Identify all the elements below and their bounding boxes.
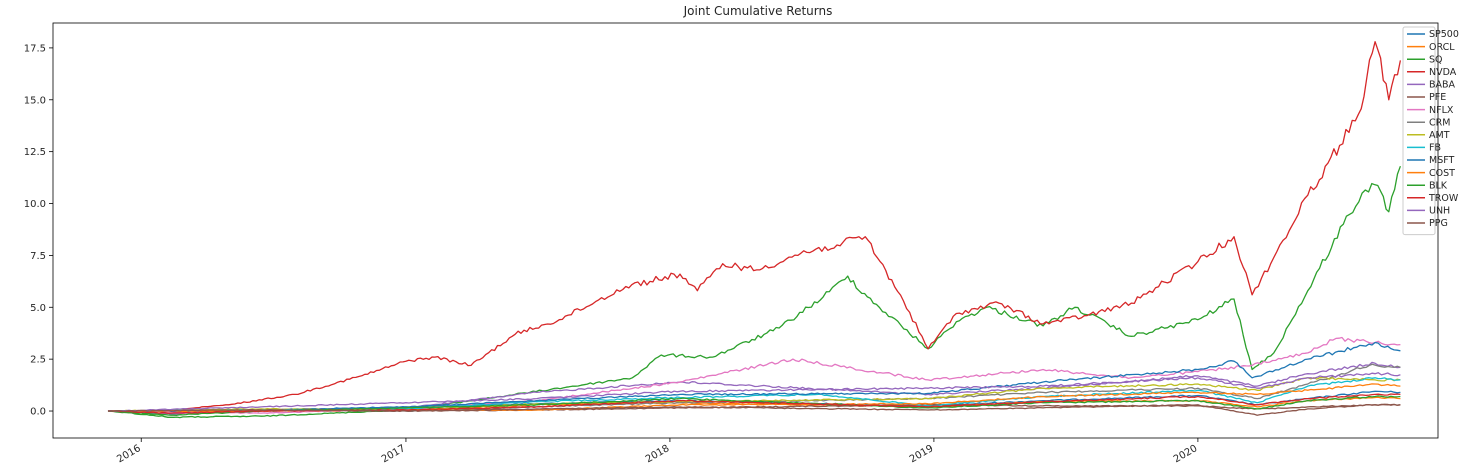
legend-label-sp500: SP500 (1429, 29, 1459, 40)
y-tick-label: 10.0 (24, 199, 46, 210)
legend-label-amt: AMT (1429, 130, 1450, 141)
y-tick-label: 15.0 (24, 95, 46, 106)
y-tick-label: 5.0 (30, 303, 46, 314)
series-line-blk (107, 395, 1401, 416)
y-axis: 0.0 2.5 5.0 7.5 10.0 12.5 15.0 17.5 (24, 43, 53, 418)
legend-label-baba: BABA (1429, 80, 1456, 91)
series-line-ppg (107, 403, 1401, 416)
legend-label-msft: MSFT (1429, 155, 1455, 166)
y-tick-label: 17.5 (24, 43, 46, 54)
legend-label-ppg: PPG (1429, 218, 1448, 229)
legend-label-orcl: ORCL (1429, 42, 1455, 53)
legend-label-nvda: NVDA (1429, 67, 1457, 78)
x-tick-label: 2016 (115, 443, 143, 464)
y-tick-label: 2.5 (30, 355, 46, 366)
legend-label-trow: TROW (1428, 193, 1459, 204)
chart-title: Joint Cumulative Returns (683, 4, 833, 18)
series-layer (107, 41, 1402, 419)
legend-label-fb: FB (1429, 143, 1441, 154)
legend-label-unh: UNH (1429, 206, 1450, 217)
x-tick-label: 2017 (380, 443, 408, 464)
legend-label-crm: CRM (1429, 117, 1450, 128)
legend-label-nflx: NFLX (1429, 105, 1454, 116)
series-line-nvda (107, 41, 1402, 413)
y-tick-label: 7.5 (30, 251, 46, 262)
legend-label-sq: SQ (1429, 54, 1443, 65)
plot-frame (52, 22, 1439, 439)
x-tick-label: 2019 (908, 443, 936, 464)
x-tick-label: 2018 (644, 443, 672, 464)
legend-label-pfe: PFE (1429, 92, 1446, 103)
y-tick-label: 12.5 (24, 147, 46, 158)
legend-label-cost: COST (1429, 168, 1455, 179)
y-tick-label: 0.0 (30, 407, 46, 418)
legend-box (1402, 26, 1436, 236)
legend-label-blk: BLK (1429, 180, 1448, 191)
series-line-sq (110, 165, 1402, 419)
x-axis: 2016 2017 2018 2019 2020 (115, 438, 1200, 465)
series-line-unh (107, 372, 1401, 412)
x-tick-label: 2020 (1172, 443, 1200, 464)
